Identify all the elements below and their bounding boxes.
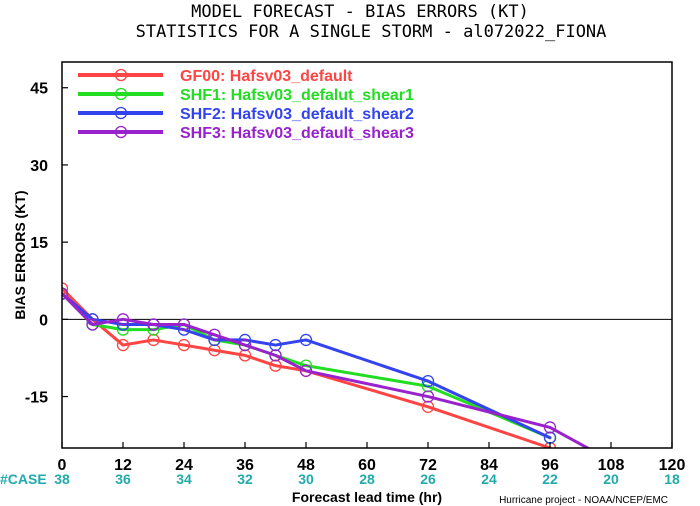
case-count: 38: [54, 471, 70, 487]
case-count: 26: [420, 471, 436, 487]
x-tick-label: 84: [480, 457, 498, 474]
case-count: 22: [542, 471, 558, 487]
data-point: [116, 313, 130, 326]
case-count: 30: [298, 471, 314, 487]
x-tick-label: 36: [236, 457, 254, 474]
x-tick-label: 60: [358, 457, 376, 474]
data-point: [238, 338, 252, 352]
data-point: [421, 400, 435, 413]
series-layer: [62, 282, 678, 500]
y-tick-label: 45: [30, 81, 48, 98]
legend-marker: [114, 68, 128, 82]
data-point: [208, 344, 221, 357]
y-tick-label: 15: [30, 235, 48, 252]
data-point: [269, 359, 282, 372]
legend-item: SHF1: Hafsv03_defalut_shear1: [78, 87, 414, 104]
y-tick-label: 30: [30, 158, 48, 175]
case-count: 28: [359, 471, 375, 487]
x-tick-label: 72: [419, 457, 437, 474]
legend-marker: [114, 106, 128, 120]
data-point: [667, 489, 678, 500]
legend-item: SHF3: Hafsv03_default_shear3: [78, 125, 414, 142]
data-point: [147, 333, 160, 347]
chart-title-line1: MODEL FORECAST - BIAS ERRORS (KT): [191, 2, 529, 22]
x-tick-label: 12: [114, 457, 132, 474]
x-tick-label: 48: [297, 457, 315, 474]
legend-label: GF00: Hafsv03_default: [180, 68, 353, 85]
data-point: [62, 282, 69, 295]
legend-marker: [114, 87, 128, 101]
x-tick-label: 24: [175, 457, 193, 474]
case-count-row: 38 36 34 32 30 28 26 24 22 20 18: [54, 471, 680, 487]
data-point: [421, 390, 435, 403]
case-label: #CASE: [0, 471, 47, 487]
data-point: [147, 318, 160, 331]
legend-item: SHF2: Hafsv03_default_shear2: [78, 106, 414, 123]
series-0: [62, 282, 557, 448]
data-point: [62, 287, 69, 300]
x-axis-ticks: 0 12 24 36 48 60 72 84 96 108 120: [58, 442, 686, 474]
data-point: [208, 328, 221, 341]
legend-marker: [114, 125, 128, 139]
x-axis-label: Forecast lead time (hr): [292, 489, 442, 505]
data-point: [543, 421, 557, 434]
case-count: 24: [481, 471, 497, 487]
legend-label: SHF1: Hafsv03_defalut_shear1: [180, 87, 414, 104]
data-point: [269, 338, 282, 352]
y-axis-ticks: 45 30 15 0 -15: [25, 81, 68, 407]
series-line: [62, 286, 552, 448]
case-count: 18: [664, 471, 680, 487]
case-count: 36: [115, 471, 131, 487]
data-point: [238, 349, 252, 362]
series-3: [62, 287, 678, 500]
data-point: [177, 338, 191, 352]
case-count: 32: [237, 471, 253, 487]
data-point: [269, 349, 282, 362]
legend-label: SHF3: Hafsv03_default_shear3: [180, 125, 414, 142]
legend-label: SHF2: Hafsv03_default_shear2: [180, 106, 414, 123]
x-tick-label: 120: [659, 457, 686, 474]
y-axis-label: BIAS ERRORS (KT): [12, 190, 28, 319]
data-point: [116, 338, 130, 352]
y-tick-label: -15: [25, 390, 48, 407]
y-tick-label: 0: [39, 312, 48, 329]
data-point: [299, 333, 313, 347]
legend: GF00: Hafsv03_default SHF1: Hafsv03_defal…: [78, 68, 414, 142]
data-point: [86, 318, 99, 331]
case-count: 20: [603, 471, 619, 487]
x-tick-label: 96: [541, 457, 559, 474]
credit-label: Hurricane project - NOAA/NCEP/EMC: [499, 495, 668, 506]
data-point: [177, 318, 191, 331]
case-count: 34: [176, 471, 192, 487]
data-point: [299, 364, 313, 377]
x-tick-label: 0: [58, 457, 67, 474]
legend-item: GF00: Hafsv03_default: [78, 68, 353, 85]
chart-title-line2: STATISTICS FOR A SINGLE STORM - al072022…: [136, 22, 607, 42]
x-tick-label: 108: [598, 457, 625, 474]
data-point: [421, 374, 435, 388]
